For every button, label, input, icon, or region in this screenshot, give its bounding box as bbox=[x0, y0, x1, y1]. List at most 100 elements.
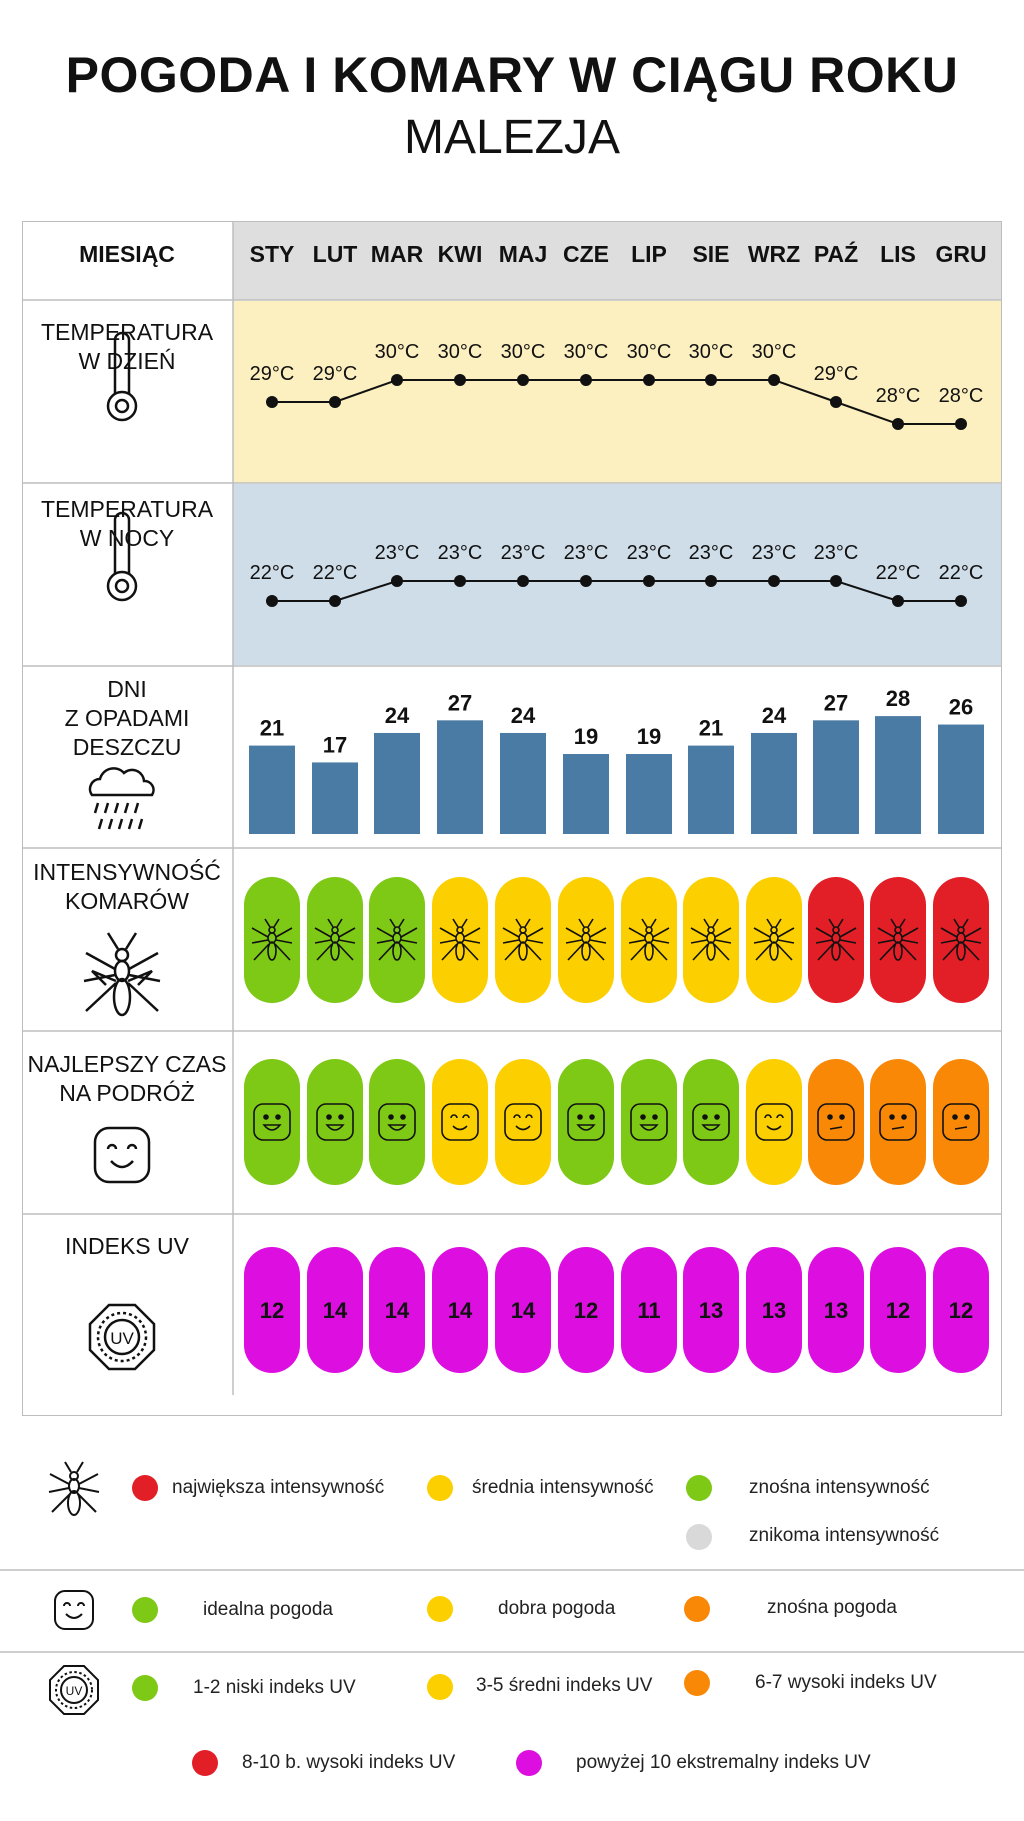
rain-value: 19 bbox=[574, 724, 598, 749]
mosquito-thorax bbox=[455, 932, 465, 944]
row-label-line: Z OPADAMI bbox=[64, 705, 190, 731]
row-label-line: TEMPERATURA bbox=[40, 319, 214, 345]
mosquito-abdomen bbox=[956, 941, 966, 961]
temp-point bbox=[955, 595, 967, 607]
travel-pill bbox=[621, 1059, 677, 1185]
travel-pill bbox=[432, 1059, 488, 1185]
uv-pill bbox=[244, 1247, 300, 1373]
face-outline bbox=[504, 1103, 542, 1141]
svg-text:UV: UV bbox=[66, 1684, 83, 1698]
mosquito-legs bbox=[690, 918, 732, 961]
mosquito-pill bbox=[244, 877, 300, 1003]
mosquito-icon bbox=[690, 918, 732, 961]
mosquito-thorax bbox=[956, 932, 966, 944]
mosquito-thorax bbox=[706, 932, 716, 944]
row-label-line: DNI bbox=[107, 676, 147, 702]
svg-text:UV: UV bbox=[110, 1329, 134, 1348]
month-label: MAR bbox=[371, 241, 424, 267]
rain-bars: 21 17 24 27 24 19 19 21 24 27 28 26 bbox=[249, 686, 984, 834]
mosquito-pill bbox=[432, 877, 488, 1003]
legend-dot bbox=[686, 1524, 712, 1550]
smiley-icon bbox=[630, 1103, 668, 1141]
mosquito-abdomen bbox=[455, 941, 465, 961]
temp-point bbox=[391, 575, 403, 587]
face-mouth bbox=[954, 1126, 968, 1130]
face-eye bbox=[577, 1114, 583, 1120]
uv-value: 12 bbox=[949, 1298, 973, 1323]
travel-pill bbox=[558, 1059, 614, 1185]
smiley-icon bbox=[253, 1103, 291, 1141]
smiley-icon bbox=[93, 1126, 151, 1184]
rain-value: 24 bbox=[511, 703, 536, 728]
mosquito-legs bbox=[815, 918, 857, 961]
temp-label: 30°C bbox=[438, 341, 483, 363]
legend-dot bbox=[684, 1596, 710, 1622]
temp-label: 30°C bbox=[501, 341, 546, 363]
face-eye bbox=[326, 1114, 332, 1120]
face-eye bbox=[275, 1114, 281, 1120]
legend-dot bbox=[427, 1596, 453, 1622]
mosquito-thorax bbox=[581, 932, 591, 944]
mosquito-legs bbox=[502, 918, 544, 961]
uv-value: 11 bbox=[637, 1298, 660, 1323]
face-mouth bbox=[701, 1124, 721, 1131]
face-mouth bbox=[891, 1126, 905, 1130]
uv-pill bbox=[558, 1247, 614, 1373]
legend-label: 3-5 średni indeks UV bbox=[476, 1675, 653, 1696]
neutral-face-icon bbox=[942, 1103, 980, 1141]
temp-label: 28°C bbox=[876, 385, 921, 407]
face-outline bbox=[817, 1103, 855, 1141]
mosquito-icon bbox=[376, 918, 418, 961]
climate-table bbox=[22, 221, 1002, 1416]
month-label: LUT bbox=[313, 241, 358, 267]
rain-bar bbox=[875, 716, 921, 834]
face-mouth bbox=[325, 1124, 345, 1131]
face-mouth bbox=[576, 1124, 596, 1131]
legend-dot bbox=[132, 1597, 158, 1623]
legend-label: znośna intensywność bbox=[749, 1477, 930, 1498]
month-label: GRU bbox=[935, 241, 986, 267]
temp-label: 23°C bbox=[627, 542, 672, 564]
month-label: STY bbox=[250, 241, 295, 267]
temp-point bbox=[454, 575, 466, 587]
face-eye bbox=[640, 1114, 646, 1120]
face-eye bbox=[964, 1114, 970, 1120]
temp-label: 29°C bbox=[313, 363, 358, 385]
row-label-line: NAJLEPSZY CZAS bbox=[27, 1051, 227, 1077]
mosquito-pills bbox=[244, 877, 989, 1003]
temp-point bbox=[580, 374, 592, 386]
temp-point bbox=[266, 396, 278, 408]
temp-point bbox=[643, 374, 655, 386]
temp-label: 23°C bbox=[375, 542, 420, 564]
mosquito-legs bbox=[251, 918, 293, 961]
temp-point bbox=[892, 418, 904, 430]
travel-pill bbox=[746, 1059, 802, 1185]
mosquito-abdomen bbox=[769, 941, 779, 961]
mosquito-pill bbox=[746, 877, 802, 1003]
face-eye bbox=[702, 1114, 708, 1120]
row-label-mosquito: INTENSYWNOŚĆ KOMARÓW bbox=[22, 858, 232, 916]
temp-point bbox=[892, 595, 904, 607]
travel-pill bbox=[808, 1059, 864, 1185]
row-label-line: W DZIEŃ bbox=[78, 348, 176, 374]
mosquito-legs bbox=[628, 918, 670, 961]
mosquito-icon bbox=[565, 918, 607, 961]
travel-pills bbox=[244, 1059, 989, 1185]
rain-bar bbox=[688, 745, 734, 834]
temp-point bbox=[580, 575, 592, 587]
mosquito-icon bbox=[502, 918, 544, 961]
face-eye bbox=[839, 1114, 845, 1120]
mosquito-pill bbox=[369, 877, 425, 1003]
temp-point bbox=[830, 396, 842, 408]
row-label-night-temp: TEMPERATURA W NOCY bbox=[22, 495, 232, 553]
travel-pill bbox=[683, 1059, 739, 1185]
smiley-icon bbox=[567, 1103, 605, 1141]
face-eyes bbox=[450, 1114, 470, 1119]
face-mouth bbox=[829, 1126, 843, 1130]
uv-pill bbox=[369, 1247, 425, 1373]
mosquito-thorax bbox=[893, 932, 903, 944]
mosquito-icon bbox=[877, 918, 919, 961]
month-label: KWI bbox=[438, 241, 483, 267]
uv-pill bbox=[933, 1247, 989, 1373]
